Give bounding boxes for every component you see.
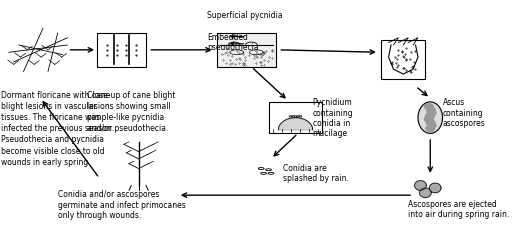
Polygon shape xyxy=(425,113,434,119)
Text: Pycnidium
containing
conidia in
mucilage: Pycnidium containing conidia in mucilage xyxy=(312,98,353,138)
Text: Embedded
pseudothecia: Embedded pseudothecia xyxy=(207,33,259,52)
Text: Ascospores are ejected
into air during spring rain.: Ascospores are ejected into air during s… xyxy=(408,200,509,220)
Polygon shape xyxy=(429,183,441,193)
Text: Conidia and/or ascospores
germinate and infect primocanes
only through wounds.: Conidia and/or ascospores germinate and … xyxy=(58,190,185,220)
Polygon shape xyxy=(415,181,426,190)
Polygon shape xyxy=(425,104,433,110)
Polygon shape xyxy=(426,120,435,125)
Text: Dormant floricane with cane
blight lesions in vascular
tissues. The floricane wa: Dormant floricane with cane blight lesio… xyxy=(2,91,114,167)
Polygon shape xyxy=(419,188,431,197)
Bar xyxy=(268,102,322,133)
Bar xyxy=(97,33,146,67)
Polygon shape xyxy=(418,102,443,133)
Polygon shape xyxy=(427,110,436,116)
Bar xyxy=(217,33,276,67)
Polygon shape xyxy=(426,126,435,131)
Polygon shape xyxy=(424,116,433,122)
Polygon shape xyxy=(426,107,435,113)
Text: Superficial pycnidia: Superficial pycnidia xyxy=(207,11,283,20)
Text: Conidia are
splashed by rain.: Conidia are splashed by rain. xyxy=(283,164,349,183)
Text: Ascus
containing
ascospores: Ascus containing ascospores xyxy=(443,98,485,128)
Text: Close-up of cane blight
lesions showing small
pimple-like pycnidia
and/or pseudo: Close-up of cane blight lesions showing … xyxy=(87,91,175,133)
Polygon shape xyxy=(427,122,436,128)
Bar xyxy=(381,40,425,79)
